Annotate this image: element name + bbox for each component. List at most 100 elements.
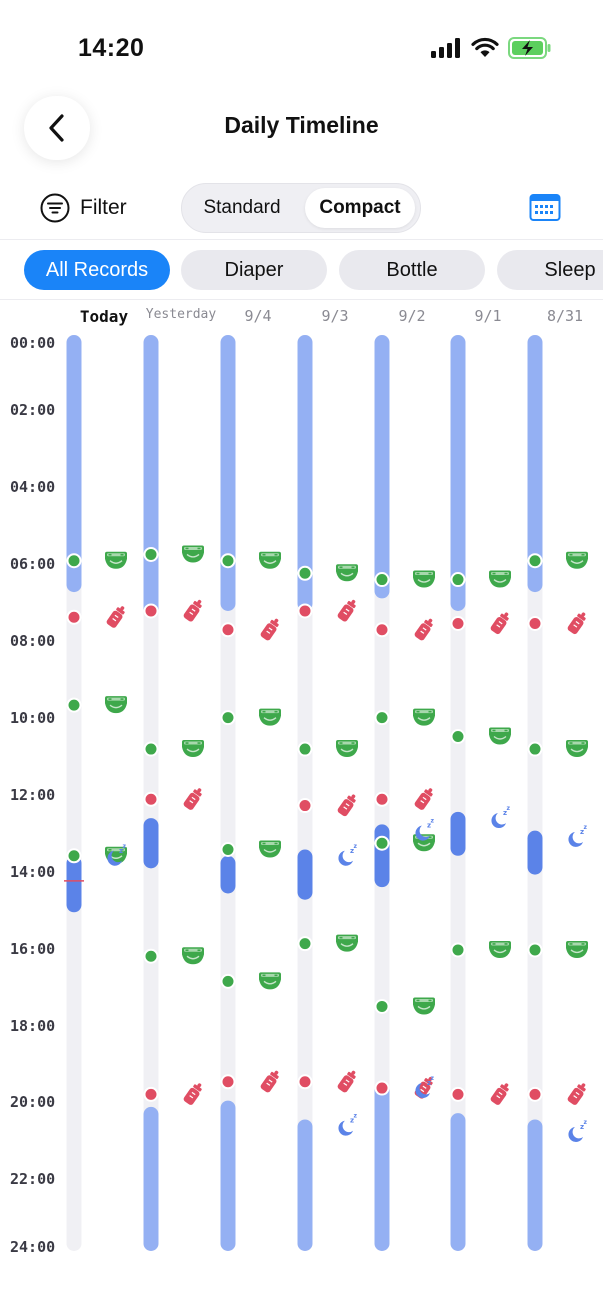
hour-label-20: 20:00	[10, 1093, 56, 1111]
bottle-icon[interactable]	[259, 616, 281, 642]
diaper-icon[interactable]	[259, 708, 281, 726]
diaper-icon[interactable]	[413, 708, 435, 726]
bottle-icon[interactable]	[336, 597, 358, 623]
sleep-moon-icon[interactable]: zz	[338, 1113, 358, 1136]
diaper-icon[interactable]	[489, 570, 511, 588]
bottle-dot	[220, 1074, 236, 1090]
sleep-moon-icon[interactable]: zz	[107, 843, 127, 866]
diaper-icon[interactable]	[182, 740, 204, 758]
bottle-icon[interactable]	[182, 785, 204, 811]
diaper-icon[interactable]	[489, 940, 511, 958]
diaper-icon[interactable]	[259, 972, 281, 990]
sleep-moon-icon[interactable]: zz	[491, 805, 511, 829]
chip-sleep[interactable]: Sleep	[497, 250, 603, 290]
diaper-icon[interactable]	[182, 947, 204, 965]
view-mode-compact[interactable]: Compact	[305, 188, 415, 228]
diaper-icon[interactable]	[182, 545, 204, 563]
diaper-dot	[374, 835, 390, 851]
sleep-bar	[66, 855, 82, 913]
hour-label-14: 14:00	[10, 863, 56, 881]
sleep-bar	[220, 855, 236, 894]
sleep-bar	[527, 830, 543, 875]
calendar-icon[interactable]	[529, 192, 561, 222]
diaper-icon[interactable]	[489, 727, 511, 745]
diaper-dot	[450, 729, 466, 744]
sleep-bar	[374, 1081, 390, 1251]
diaper-icon[interactable]	[413, 997, 435, 1015]
svg-text:z: z	[584, 824, 588, 831]
sleep-bar	[527, 1119, 543, 1251]
diaper-dot	[220, 553, 236, 569]
sleep-bar	[143, 818, 159, 869]
diaper-icon[interactable]	[336, 934, 358, 952]
day-label-today: Today	[79, 307, 129, 326]
hour-label-18: 18:00	[10, 1017, 56, 1035]
diaper-dot	[450, 942, 466, 958]
diaper-icon[interactable]	[105, 696, 127, 714]
filter-button[interactable]: Filter	[40, 190, 127, 226]
diaper-dot	[374, 998, 390, 1014]
sleep-bar	[143, 335, 159, 618]
bottle-icon[interactable]	[182, 597, 204, 623]
sleep-bar	[297, 335, 313, 611]
hour-label-24: 24:00	[10, 1238, 56, 1256]
chip-diaper[interactable]: Diaper	[181, 250, 327, 290]
diaper-dot	[66, 553, 82, 569]
bottle-icon[interactable]	[336, 1068, 358, 1094]
sleep-moon-icon[interactable]: zz	[415, 818, 435, 841]
svg-text:z: z	[123, 843, 127, 850]
diaper-icon[interactable]	[336, 564, 358, 582]
bottle-dot	[450, 616, 466, 631]
diaper-icon[interactable]	[413, 570, 435, 588]
svg-text:z: z	[354, 843, 358, 850]
diaper-dot	[220, 842, 236, 857]
status-bar: 14:20	[0, 0, 603, 96]
battery-charging-icon	[508, 37, 551, 59]
diaper-icon[interactable]	[336, 740, 358, 758]
bottle-icon[interactable]	[413, 785, 435, 811]
bottle-icon[interactable]	[413, 616, 435, 642]
wifi-icon	[471, 37, 499, 57]
diaper-icon[interactable]	[566, 551, 588, 569]
sleep-bar	[374, 335, 390, 599]
bottle-dot	[220, 622, 236, 638]
bottle-icon[interactable]	[489, 1081, 511, 1107]
chips-divider	[0, 299, 603, 300]
chip-bottle[interactable]: Bottle	[339, 250, 485, 290]
sleep-moon-icon[interactable]: zz	[338, 843, 358, 866]
diaper-icon[interactable]	[105, 551, 127, 569]
bottle-icon[interactable]	[259, 1068, 281, 1094]
sleep-moon-icon[interactable]: zz	[568, 1119, 588, 1142]
back-button[interactable]	[24, 96, 90, 160]
sleep-moon-icon[interactable]: zz	[415, 1075, 435, 1098]
chevron-left-icon	[49, 114, 64, 142]
svg-text:z: z	[584, 1119, 588, 1126]
view-mode-toggle: Standard Compact	[181, 183, 421, 233]
diaper-dot	[374, 572, 390, 588]
diaper-icon[interactable]	[259, 840, 281, 858]
bottle-icon[interactable]	[105, 603, 127, 629]
bottle-icon[interactable]	[489, 610, 511, 636]
bottle-icon[interactable]	[336, 792, 358, 818]
bottle-icon[interactable]	[566, 1081, 588, 1107]
filter-icon	[40, 193, 70, 223]
svg-text:z: z	[431, 1075, 435, 1082]
sleep-bar	[297, 849, 313, 900]
chip-all-records[interactable]: All Records	[24, 250, 170, 290]
hour-label-12: 12:00	[10, 786, 56, 804]
sleep-moon-icon[interactable]: zz	[568, 824, 588, 847]
bottle-icon[interactable]	[566, 610, 588, 636]
diaper-dot	[220, 710, 236, 726]
diaper-dot	[143, 741, 159, 757]
sleep-bar	[66, 335, 82, 593]
diaper-icon[interactable]	[566, 940, 588, 958]
bottle-icon[interactable]	[182, 1081, 204, 1107]
hour-label-16: 16:00	[10, 940, 56, 958]
diaper-icon[interactable]	[566, 740, 588, 758]
day-label-9-3: 9/3	[321, 307, 349, 325]
view-mode-standard[interactable]: Standard	[203, 197, 281, 218]
bottle-dot	[297, 798, 313, 814]
bottle-dot	[143, 791, 159, 807]
diaper-icon[interactable]	[259, 551, 281, 569]
cellular-signal-icon	[431, 38, 460, 58]
